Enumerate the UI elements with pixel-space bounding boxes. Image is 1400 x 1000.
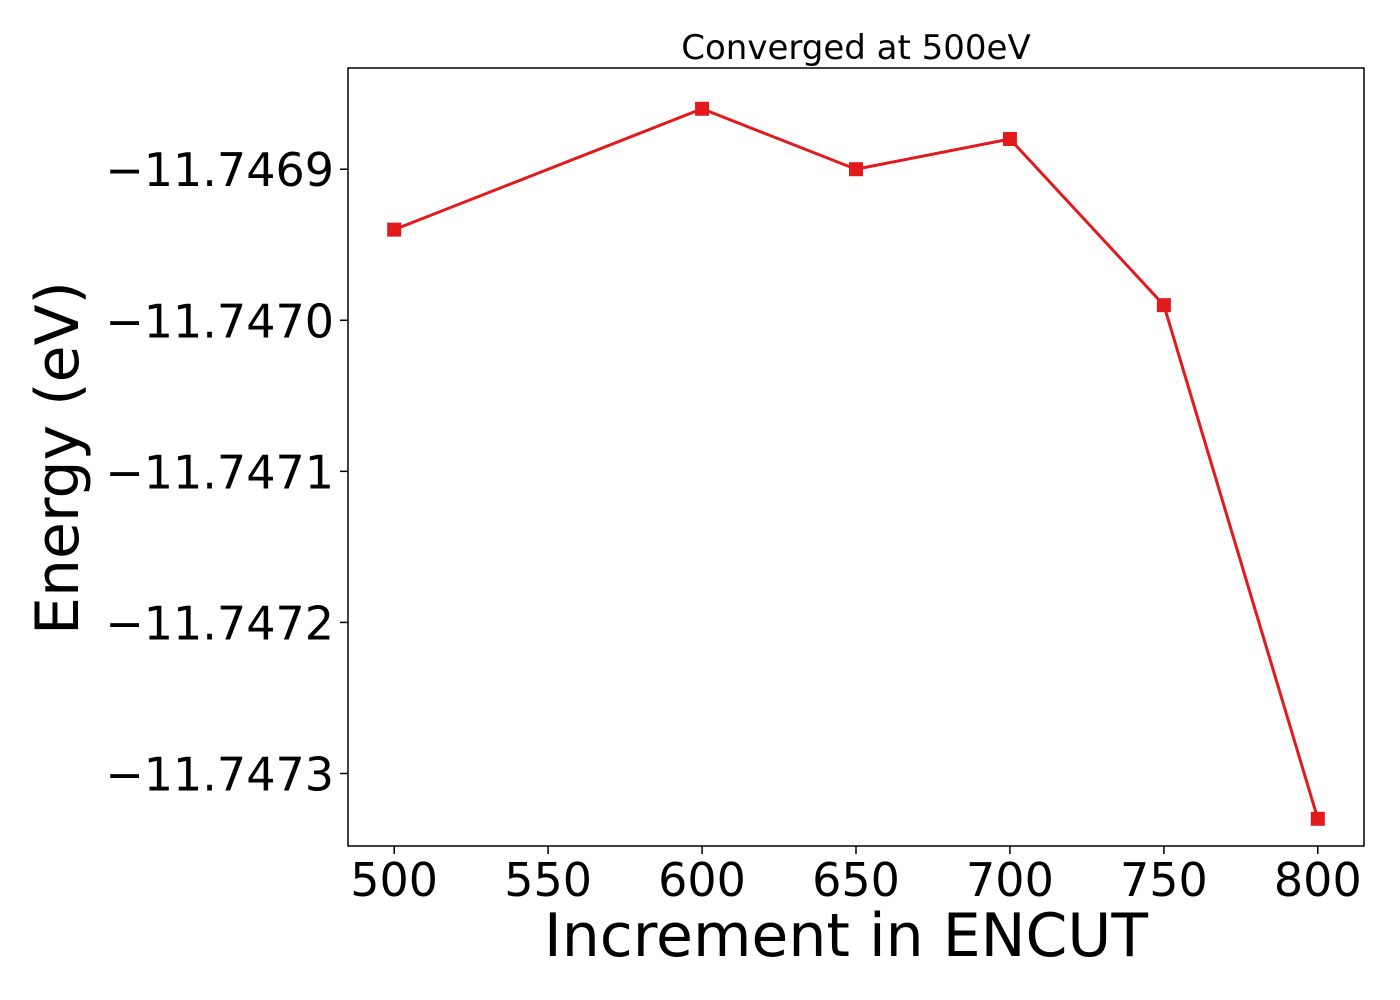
- x-tick-label: 750: [1120, 853, 1208, 907]
- x-tick-label: 700: [966, 853, 1054, 907]
- x-tick-label: 650: [812, 853, 900, 907]
- y-tick-label: −11.7469: [105, 143, 334, 197]
- plot-area: [347, 67, 1365, 847]
- y-axis-ticks: −11.7469 −11.7470 −11.7471 −11.7472 −11.7473: [105, 143, 348, 801]
- data-point-marker: [1310, 811, 1325, 826]
- data-point-marker: [695, 101, 710, 116]
- y-tick-label: −11.7473: [105, 747, 334, 801]
- x-tick-label: 800: [1274, 853, 1362, 907]
- x-tick-label: 550: [504, 853, 592, 907]
- data-point-marker: [849, 162, 863, 177]
- data-point-marker: [1002, 132, 1017, 147]
- series-line: [393, 107, 1320, 820]
- x-tick-label: 600: [658, 853, 746, 907]
- data-point-marker: [387, 222, 402, 237]
- y-axis-title: Energy (eV): [23, 281, 93, 635]
- x-axis-ticks: 500 550 600 650 700 750 800: [350, 846, 1362, 907]
- data-point-marker: [1156, 298, 1171, 313]
- y-tick-label: −11.7472: [105, 596, 334, 650]
- chart-title: Converged at 500eV: [681, 28, 1030, 68]
- y-tick-label: −11.7471: [105, 445, 334, 499]
- y-tick-label: −11.7470: [105, 294, 334, 348]
- series-layer: [387, 101, 1325, 826]
- x-axis-title: Increment in ENCUT: [544, 901, 1148, 971]
- x-tick-label: 500: [350, 853, 438, 907]
